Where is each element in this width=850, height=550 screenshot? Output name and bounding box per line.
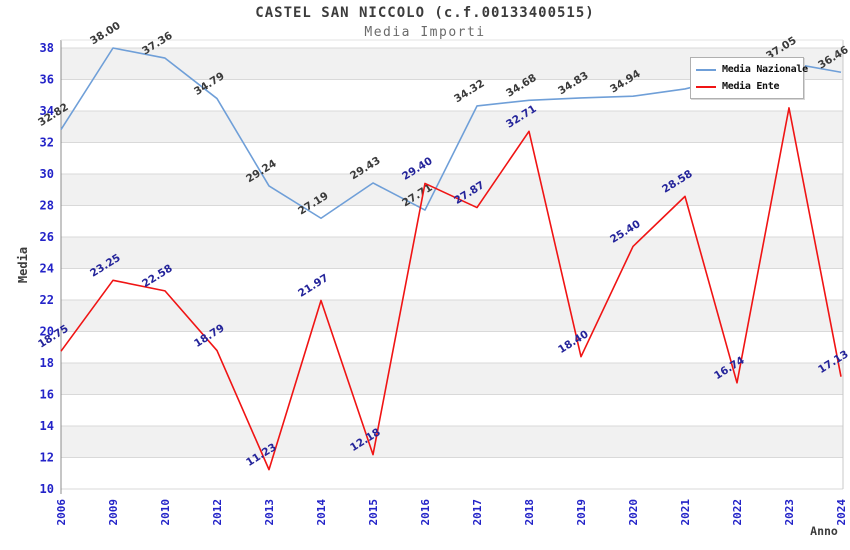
x-tick-label-2021: 2021 (679, 499, 692, 526)
y-axis-title: Media (16, 247, 30, 283)
x-tick-label-2016: 2016 (419, 499, 432, 526)
legend-line-marker (696, 85, 716, 88)
y-tick-label: 26 (40, 230, 54, 244)
alt-band (61, 300, 843, 332)
point-label: 34.32 (452, 78, 487, 106)
point-label: 21.97 (296, 272, 331, 300)
y-tick-label: 24 (40, 262, 54, 276)
chart-subtitle: Media Importi (364, 25, 486, 40)
x-tick-label-2022: 2022 (731, 499, 744, 526)
x-tick-label-2017: 2017 (471, 499, 484, 526)
point-label: 18.40 (556, 328, 591, 356)
y-tick-label: 18 (40, 356, 54, 370)
y-tick-label: 30 (40, 167, 54, 181)
legend-label: Media Nazionale (722, 64, 808, 75)
x-tick-label-2020: 2020 (627, 499, 640, 526)
alt-band (61, 111, 843, 143)
legend-item-media-nazionale: Media Nazionale (691, 61, 808, 78)
point-label: 38.00 (88, 20, 123, 48)
y-tick-label: 36 (40, 73, 54, 87)
legend: Media Nazionale Media Ente (690, 57, 808, 99)
y-tick-label: 14 (40, 419, 54, 433)
y-tick-label: 32 (40, 136, 54, 150)
x-tick-label-2023: 2023 (783, 499, 796, 526)
x-tick-label-2012: 2012 (211, 499, 224, 526)
y-tick-label: 12 (40, 451, 54, 465)
alt-band (61, 363, 843, 395)
alt-band (61, 426, 843, 458)
x-tick-label-2024: 2024 (835, 499, 848, 526)
legend-item-media-ente: Media Ente (691, 78, 803, 95)
x-tick-label-2019: 2019 (575, 499, 588, 526)
y-tick-label: 16 (40, 388, 54, 402)
alt-band (61, 237, 843, 269)
legend-label: Media Ente (722, 81, 780, 92)
x-tick-label-2014: 2014 (315, 499, 328, 526)
series-line-media-ente (60, 107, 842, 471)
x-tick-label-2009: 2009 (107, 499, 120, 526)
x-tick-label-2010: 2010 (159, 499, 172, 526)
y-tick-label: 38 (40, 41, 54, 55)
y-tick-label: 10 (40, 482, 54, 496)
x-tick-label-2006: 2006 (55, 499, 68, 526)
y-tick-label: 22 (40, 293, 54, 307)
x-tick-label-2018: 2018 (523, 499, 536, 526)
y-tick-label: 34 (40, 104, 54, 118)
legend-line-marker (696, 68, 716, 71)
y-tick-label: 20 (40, 325, 54, 339)
x-tick-label-2013: 2013 (263, 499, 276, 526)
x-axis-title: Anno (810, 524, 838, 538)
alt-band (61, 174, 843, 206)
y-tick-label: 28 (40, 199, 54, 213)
x-tick-label-2015: 2015 (367, 499, 380, 526)
chart-title: CASTEL SAN NICCOLO (c.f.00133400515) (255, 5, 595, 21)
